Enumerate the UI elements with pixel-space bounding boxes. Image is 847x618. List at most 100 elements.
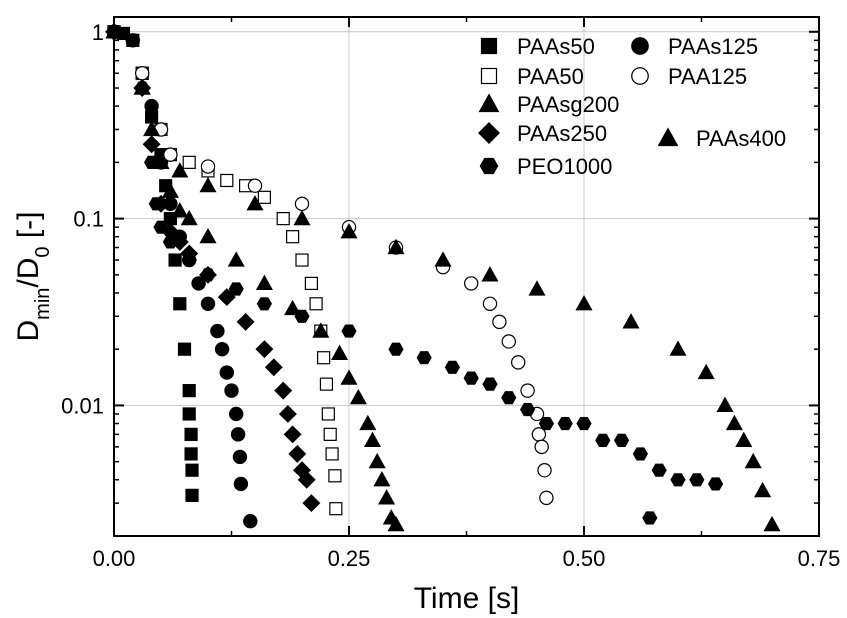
data-point-PAA125-4 <box>200 159 216 174</box>
legend-marker-PAAs400 <box>657 127 679 147</box>
series-PAAs400 <box>105 23 781 532</box>
data-point-PAA50-17 <box>321 407 335 421</box>
data-point-PAA50-10 <box>286 230 300 244</box>
data-point-PEO1000-4 <box>153 220 169 234</box>
data-point-PAAs400-12 <box>528 280 546 296</box>
data-point-PAA50-9 <box>276 212 290 226</box>
data-point-PEO1000-17 <box>501 391 517 405</box>
series-PAA50 <box>107 25 343 516</box>
data-point-PAA125-6 <box>294 196 310 212</box>
data-point-PAAs50-9 <box>173 297 187 311</box>
data-point-PAAs125-17 <box>243 514 258 529</box>
data-point-PAAs50-15 <box>185 463 199 477</box>
data-point-PEO1000-13 <box>416 351 432 365</box>
data-point-PAAs400-2 <box>143 120 161 137</box>
data-point-PAA50-19 <box>325 447 339 461</box>
data-point-PAAsg200-12 <box>340 369 358 385</box>
data-point-PEO1000-8 <box>228 282 244 296</box>
data-point-PAAs125-11 <box>219 365 234 380</box>
data-point-PAAs250-15 <box>288 444 307 463</box>
data-point-PEO1000-12 <box>388 342 404 356</box>
data-point-PEO1000-26 <box>670 473 686 487</box>
data-point-PAAsg200-8 <box>255 274 273 290</box>
data-point-PAA125-1 <box>134 66 150 81</box>
data-point-PAAsg200-9 <box>284 299 302 316</box>
x-axis-title: Time [s] <box>414 582 520 615</box>
data-point-PAAs125-1 <box>125 33 141 48</box>
data-point-PAAs50-11 <box>182 384 196 398</box>
data-point-PAAs50-13 <box>184 427 198 441</box>
data-point-PAA50-20 <box>328 469 342 483</box>
data-point-PAA50-11 <box>295 253 309 267</box>
data-point-PEO1000-5 <box>162 235 178 249</box>
data-point-PAA50-15 <box>317 351 331 365</box>
data-point-PAAs250-18 <box>302 494 321 513</box>
legend-item-PAA125: PAA125 <box>631 64 747 89</box>
legend-marker-PAAs50 <box>480 37 498 55</box>
data-point-PAAs125-10 <box>214 341 230 357</box>
x-tick-label-2: 0.50 <box>563 546 606 571</box>
data-point-PAA125-20 <box>539 490 554 506</box>
data-point-PAAs400-7 <box>293 209 311 226</box>
y-tick-label-2: 1 <box>92 20 104 45</box>
data-point-PEO1000-16 <box>482 377 498 391</box>
data-point-PAAs125-12 <box>224 383 239 398</box>
x-tick-label-3: 0.75 <box>798 546 841 571</box>
data-point-PAAs400-17 <box>716 396 734 413</box>
data-point-PAAsg200-18 <box>378 489 396 505</box>
data-point-PAAs400-9 <box>387 238 405 255</box>
data-point-PAAsg200-13 <box>349 388 367 405</box>
data-point-PAAs125-16 <box>233 476 249 492</box>
legend-label-PAA50: PAA50 <box>517 64 584 89</box>
data-point-PAA125-18 <box>534 439 549 455</box>
x-tick-label-0: 0.00 <box>93 546 136 571</box>
data-point-PAAs250-14 <box>283 425 302 444</box>
legend-label-PEO1000: PEO1000 <box>517 154 612 179</box>
data-point-PAA50-6 <box>220 173 234 188</box>
y-axis-title-sub1: min <box>32 288 54 320</box>
data-point-PAAsg200-14 <box>359 414 377 431</box>
data-point-PAAsg200-10 <box>312 322 330 338</box>
legend-marker-PAAs250 <box>478 122 500 144</box>
series-PAAs125 <box>106 24 258 529</box>
data-point-PAAsg200-4 <box>171 202 189 218</box>
legend-label-PAAs250: PAAs250 <box>517 121 607 146</box>
data-point-PAA125-3 <box>163 147 178 162</box>
data-point-PAAs250-11 <box>264 358 283 377</box>
data-point-PAAs125-13 <box>228 406 244 422</box>
data-point-PAA125-15 <box>520 383 535 398</box>
legend-item-PAAsg200: PAAsg200 <box>478 92 619 117</box>
data-point-PAAs400-15 <box>669 340 687 356</box>
data-point-PEO1000-22 <box>595 433 611 447</box>
data-point-PAAs250-2 <box>142 135 161 154</box>
data-point-PEO1000-23 <box>614 433 630 447</box>
data-point-PEO1000-28 <box>708 477 724 491</box>
data-point-PAA125-5 <box>247 178 263 193</box>
legend-label-PAAs50: PAAs50 <box>517 34 595 59</box>
data-point-PAAs125-7 <box>191 276 206 291</box>
y-tick-label-0: 0.01 <box>61 393 104 418</box>
series-PEO1000 <box>106 25 724 525</box>
data-point-PAAs125-2 <box>144 98 159 114</box>
data-point-PAAs250-9 <box>236 312 255 331</box>
data-point-PAAs50-8 <box>168 253 182 267</box>
ticks <box>113 17 820 537</box>
legend-label-PAAs125: PAAs125 <box>668 34 758 59</box>
data-point-PAA50-16 <box>319 377 334 391</box>
legend-item-PAAs400: PAAs400 <box>657 126 786 151</box>
data-point-PAAsg200-16 <box>368 452 386 469</box>
data-point-PAAs400-5 <box>199 176 217 193</box>
data-point-PAA125-13 <box>501 334 516 349</box>
data-point-PEO1000-3 <box>148 197 164 211</box>
data-point-PAAs50-10 <box>177 342 192 356</box>
legend-label-PAAsg200: PAAsg200 <box>517 92 619 117</box>
data-point-PEO1000-24 <box>632 447 648 461</box>
data-point-PAA50-18 <box>323 427 337 441</box>
plot-points <box>105 22 781 532</box>
legend-item-PAA50: PAA50 <box>480 64 584 89</box>
data-point-PAAs250-10 <box>255 340 274 359</box>
data-point-PAAs400-6 <box>246 195 264 211</box>
data-point-PAAs125-14 <box>230 427 246 442</box>
data-point-PEO1000-14 <box>444 360 460 374</box>
